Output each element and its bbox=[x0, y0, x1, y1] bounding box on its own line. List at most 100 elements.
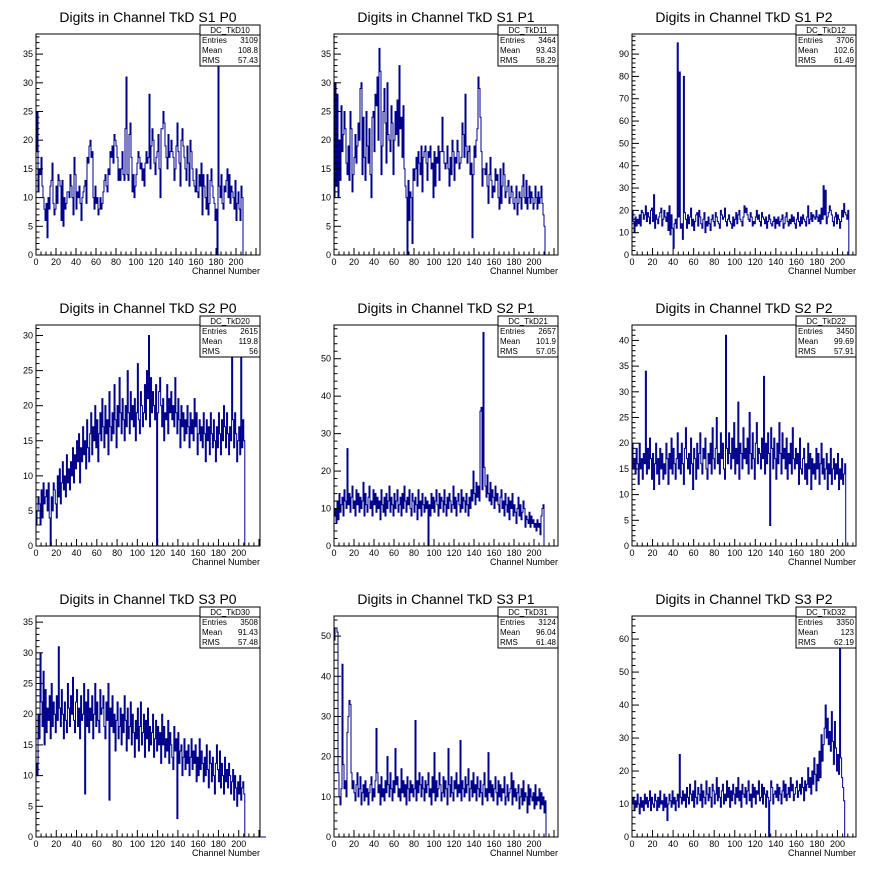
stats-key: RMS bbox=[798, 638, 816, 647]
x-tick-label: 20 bbox=[51, 257, 61, 267]
y-tick-label: 35 bbox=[321, 49, 331, 59]
chart-title: Digits in Channel TkD S3 P0 bbox=[59, 591, 236, 607]
x-axis-label: Channel Number bbox=[490, 266, 558, 276]
x-tick-label: 80 bbox=[409, 548, 419, 558]
x-tick-label: 40 bbox=[71, 257, 81, 267]
stats-key: RMS bbox=[202, 638, 220, 647]
y-tick-label: 25 bbox=[321, 106, 331, 116]
x-tick-label: 20 bbox=[349, 839, 359, 849]
x-tick-label: 100 bbox=[130, 839, 145, 849]
x-axis-label: Channel Number bbox=[788, 557, 856, 567]
y-tick-label: 30 bbox=[23, 331, 33, 341]
x-tick-label: 80 bbox=[112, 839, 122, 849]
stats-key: RMS bbox=[202, 347, 220, 356]
y-tick-label: 0 bbox=[624, 832, 629, 842]
stats-box bbox=[199, 24, 261, 67]
x-tick-label: 160 bbox=[486, 839, 501, 849]
stats-name: DC_TkD32 bbox=[806, 608, 846, 617]
y-tick-label: 30 bbox=[321, 711, 331, 721]
y-tick-label: 20 bbox=[619, 766, 629, 776]
x-tick-label: 180 bbox=[809, 257, 824, 267]
histogram-series bbox=[35, 53, 249, 256]
y-tick-label: 80 bbox=[619, 71, 629, 81]
x-tick-label: 140 bbox=[170, 839, 185, 849]
x-tick-label: 20 bbox=[51, 839, 61, 849]
x-tick-label: 120 bbox=[150, 839, 165, 849]
x-tick-label: 60 bbox=[389, 548, 399, 558]
x-tick-label: 140 bbox=[768, 257, 783, 267]
chart-title: Digits in Channel TkD S2 P0 bbox=[59, 300, 236, 316]
x-tick-label: 120 bbox=[446, 548, 461, 558]
stats-key: Mean bbox=[798, 46, 818, 55]
histogram-series bbox=[631, 638, 856, 838]
stats-key: Mean bbox=[202, 46, 222, 55]
y-tick-label: 0 bbox=[624, 541, 629, 551]
y-tick-label: 0 bbox=[326, 541, 331, 551]
stats-key: Mean bbox=[500, 628, 520, 637]
x-tick-label: 200 bbox=[526, 839, 541, 849]
x-tick-label: 40 bbox=[369, 839, 379, 849]
stats-key: Mean bbox=[798, 628, 818, 637]
stats-value: 2615 bbox=[240, 327, 258, 336]
x-tick-label: 20 bbox=[648, 548, 658, 558]
x-tick-label: 160 bbox=[191, 839, 206, 849]
x-tick-label: 100 bbox=[727, 839, 742, 849]
y-tick-label: 10 bbox=[619, 228, 629, 238]
x-tick-label: 200 bbox=[228, 257, 243, 267]
y-tick-label: 35 bbox=[23, 617, 33, 627]
stats-value: 93.43 bbox=[536, 46, 557, 55]
stats-value: 102.6 bbox=[834, 46, 855, 55]
stats-value: 57.05 bbox=[536, 347, 557, 356]
histogram-svg: Digits in Channel TkD S3 P10 20 40 60 80 100 1… bbox=[321, 591, 559, 858]
stats-value: 3508 bbox=[240, 618, 258, 627]
stats-value: 57.48 bbox=[238, 638, 259, 647]
histogram-panel: Digits in Channel TkD S1 P0 0 20 40 60 80 100 1… bbox=[0, 0, 298, 291]
y-tick-label: 20 bbox=[619, 205, 629, 215]
stats-value: 2657 bbox=[538, 327, 556, 336]
x-tick-label: 80 bbox=[409, 839, 419, 849]
y-tick-label: 25 bbox=[619, 413, 629, 423]
histogram-panel: Digits in Channel TkD S1 P2 0 20 40 60 80 100 1… bbox=[596, 0, 894, 291]
histogram-svg: Digits in Channel TkD S1 P10 20 40 60 80 100 1… bbox=[321, 9, 559, 276]
x-tick-label: 160 bbox=[486, 548, 501, 558]
y-tick-label: 10 bbox=[321, 792, 331, 802]
plot-frame bbox=[333, 324, 559, 547]
x-tick-label: 160 bbox=[789, 257, 804, 267]
y-tick-label: 10 bbox=[619, 799, 629, 809]
stats-key: Entries bbox=[798, 327, 823, 336]
x-tick-label: 180 bbox=[809, 839, 824, 849]
stats-value: 119.8 bbox=[239, 337, 259, 346]
y-tick-label: 0 bbox=[28, 250, 33, 260]
histogram-panel: Digits in Channel TkD S3 P2 0 20 40 60 80 100 1… bbox=[596, 582, 894, 873]
plot-frame bbox=[333, 33, 559, 256]
y-tick-label: 50 bbox=[321, 631, 331, 641]
stats-name: DC_TkD11 bbox=[509, 26, 549, 35]
stats-key: Entries bbox=[500, 618, 525, 627]
stats-value: 3706 bbox=[836, 36, 854, 45]
y-tick-label: 20 bbox=[23, 401, 33, 411]
stats-key: Entries bbox=[500, 327, 525, 336]
y-tick-label: 10 bbox=[619, 490, 629, 500]
y-tick-label: 25 bbox=[23, 366, 33, 376]
y-tick-label: 30 bbox=[619, 733, 629, 743]
x-axis-label: Channel Number bbox=[788, 848, 856, 858]
x-tick-label: 40 bbox=[72, 548, 82, 558]
x-tick-label: 140 bbox=[768, 839, 783, 849]
stats-value: 3109 bbox=[240, 36, 258, 45]
stats-key: Mean bbox=[202, 628, 222, 637]
stats-key: RMS bbox=[798, 56, 816, 65]
x-tick-label: 60 bbox=[389, 839, 399, 849]
y-tick-label: 5 bbox=[28, 221, 33, 231]
stats-value: 62.19 bbox=[834, 638, 855, 647]
y-tick-label: 15 bbox=[619, 464, 629, 474]
y-tick-label: 20 bbox=[321, 752, 331, 762]
stats-box bbox=[497, 606, 559, 649]
y-tick-label: 25 bbox=[23, 106, 33, 116]
plot-frame bbox=[35, 33, 261, 256]
x-tick-label: 80 bbox=[709, 548, 719, 558]
stats-name: DC_TkD12 bbox=[806, 26, 846, 35]
x-tick-label: 0 bbox=[629, 839, 634, 849]
y-tick-label: 40 bbox=[619, 700, 629, 710]
y-tick-label: 25 bbox=[23, 679, 33, 689]
